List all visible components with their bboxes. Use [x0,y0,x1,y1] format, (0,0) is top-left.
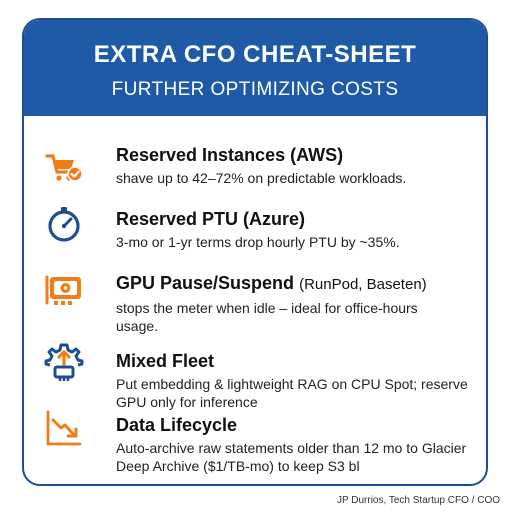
shopping-cart-check-icon [44,148,84,188]
tip-title: GPU Pause/Suspend (RunPod, Baseten) [116,273,427,293]
page-subtitle: FURTHER OPTIMIZING COSTS [111,79,399,100]
downtrend-chart-icon [44,408,84,448]
tip-description: 3-mo or 1-yr terms drop hourly PTU by ~3… [116,234,400,250]
tip-description: Auto-archive raw statements older than 1… [116,440,467,474]
stopwatch-icon [44,204,84,244]
tip-description: Put embedding & lightweight RAG on CPU S… [116,376,468,410]
author-credit: JP Durrios, Tech Startup CFO / COO [336,495,500,506]
gear-cpu-icon [44,342,84,382]
page-title: EXTRA CFO CHEAT-SHEET [93,41,417,68]
tip-description: stops the meter when idle – ideal for of… [116,300,418,334]
header-banner: EXTRA CFO CHEAT-SHEET FURTHER OPTIMIZING… [24,20,486,116]
tip-title: Reserved Instances (AWS) [116,145,344,165]
tip-description: shave up to 42–72% on predictable worklo… [116,170,407,186]
tip-title: Data Lifecycle [116,415,238,435]
tip-title: Reserved PTU (Azure) [116,209,306,229]
cheat-sheet-card: EXTRA CFO CHEAT-SHEET FURTHER OPTIMIZING… [22,18,488,486]
gpu-card-icon [44,270,84,310]
tip-title: Mixed Fleet [116,351,215,371]
